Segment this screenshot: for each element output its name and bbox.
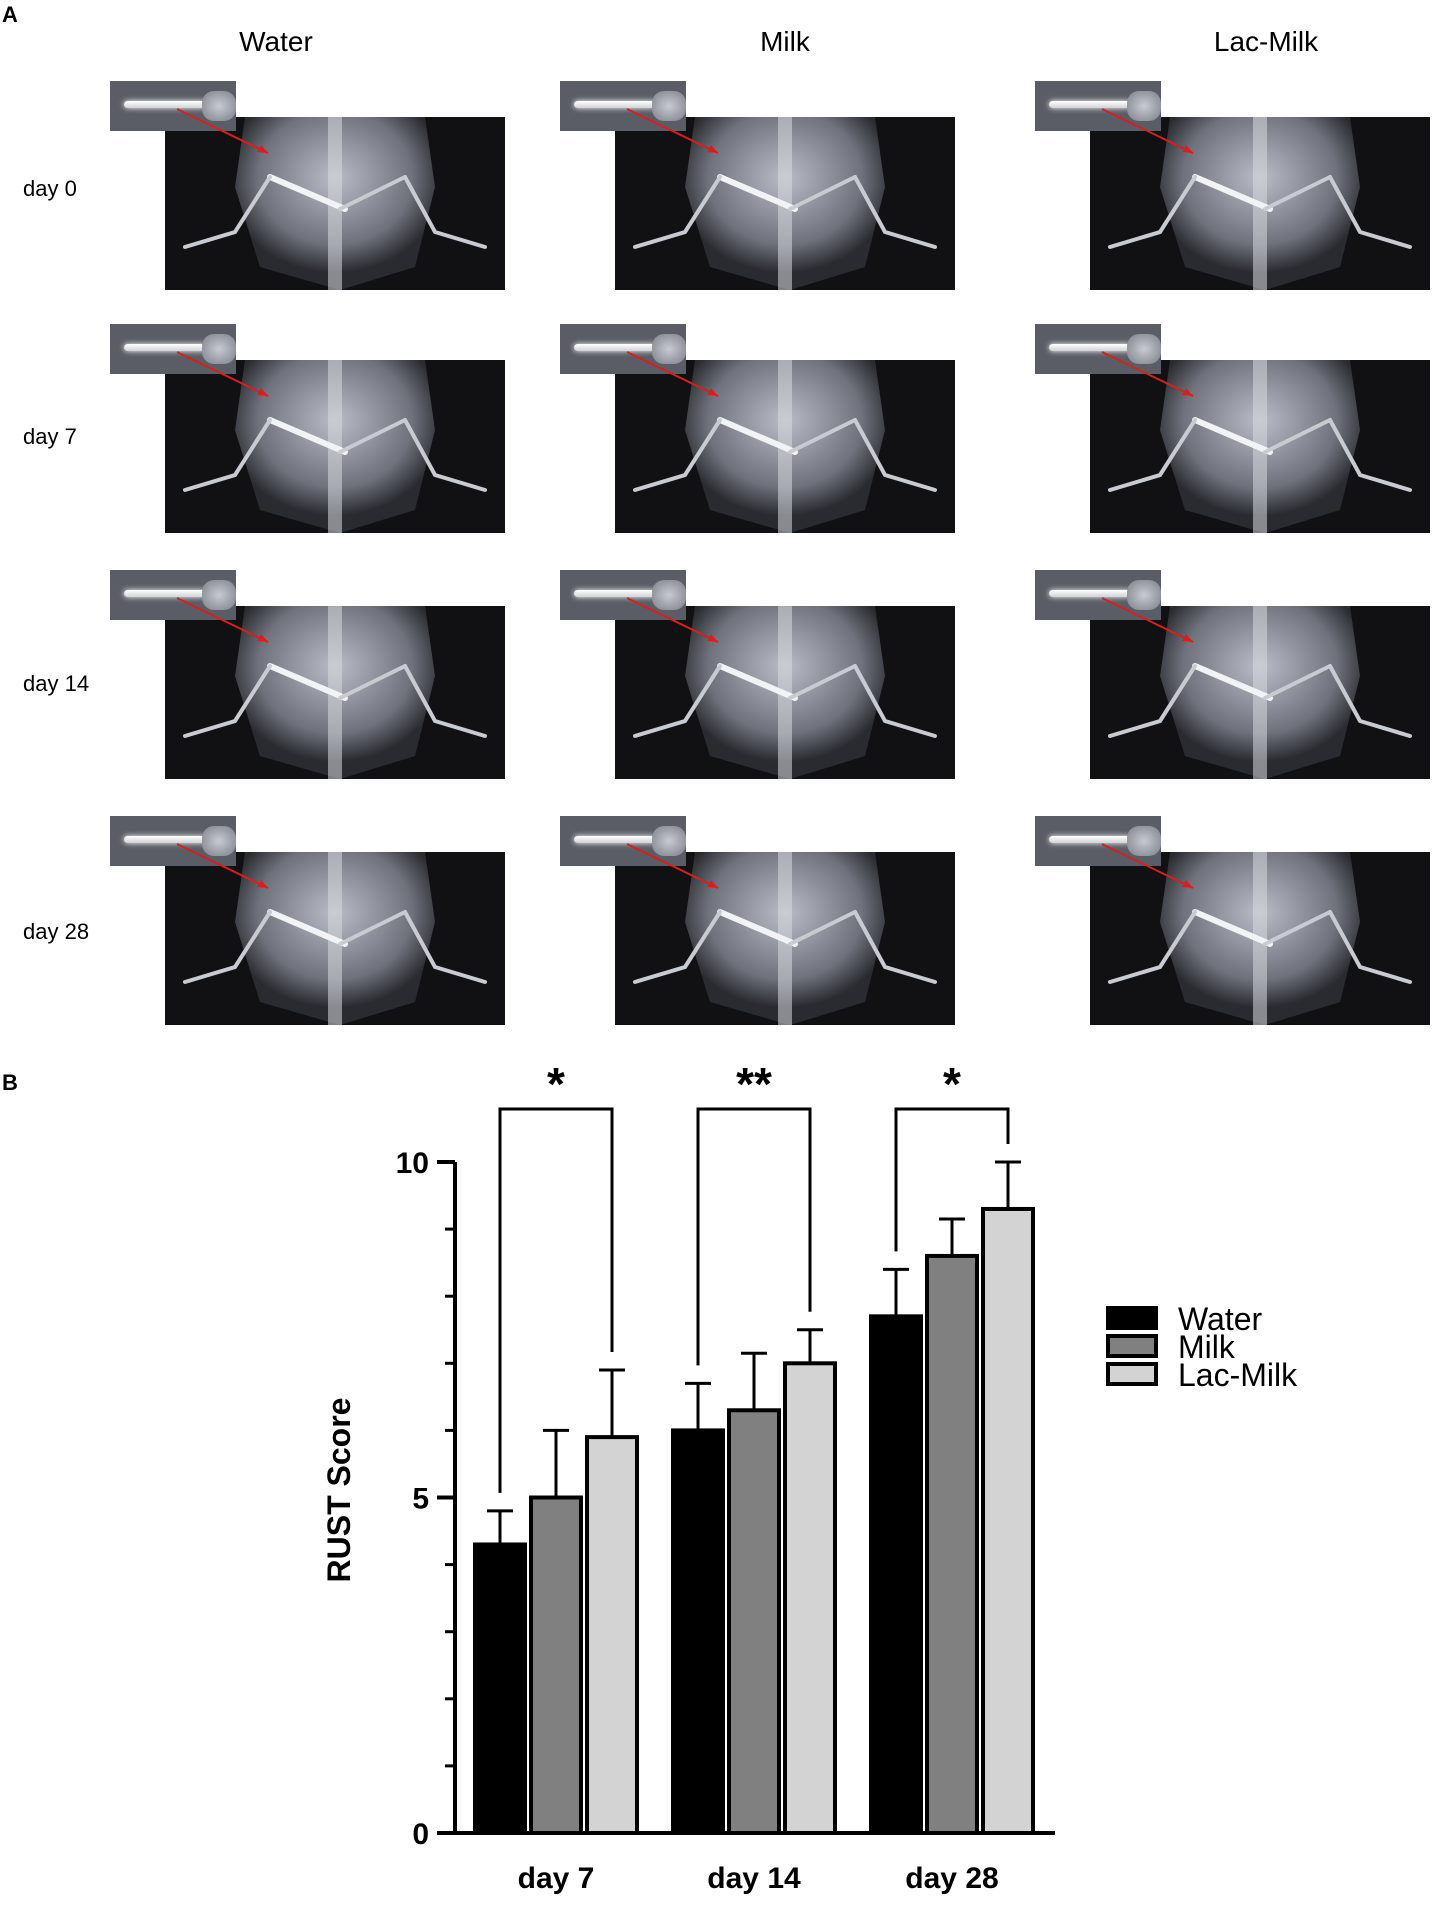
column-header-milk: Milk: [760, 26, 810, 57]
bar-lac-milk: [585, 1435, 639, 1835]
y-tick-label: 10: [396, 1147, 429, 1180]
xray-image: [615, 606, 955, 779]
xray-image: [1090, 606, 1430, 779]
xray-image: [1090, 117, 1430, 290]
legend-swatch-milk: [1106, 1334, 1158, 1358]
y-axis-label: RUST Score: [321, 1398, 357, 1583]
row-label-day-0: day 0: [23, 176, 77, 201]
xray-image: [615, 852, 955, 1025]
xray-image: [165, 606, 505, 779]
row-label-day-14: day 14: [23, 671, 90, 696]
fracture-arrow-icon: [626, 843, 719, 889]
xray-inset: [560, 570, 686, 620]
significance-bracket: [498, 1107, 614, 1493]
bar-lac-milk: [783, 1361, 837, 1836]
bar-water: [473, 1542, 527, 1835]
xray-image: [165, 852, 505, 1025]
xray-inset: [1035, 816, 1161, 866]
significance-label: *: [547, 1058, 565, 1110]
xray-image: [615, 117, 955, 290]
row-label-day-7: day 7: [23, 424, 77, 449]
xray-inset: [1035, 81, 1161, 131]
xray-image: [165, 360, 505, 533]
significance-brackets: * ** *: [498, 1058, 1010, 1493]
significance-bracket: [696, 1107, 812, 1366]
xray-image: [615, 360, 955, 533]
panel-b-label: B: [2, 1070, 18, 1095]
bar-water: [869, 1314, 923, 1835]
x-tick-label: day 7: [518, 1862, 595, 1895]
legend-swatch-lac-milk: [1106, 1362, 1158, 1386]
significance-label: *: [943, 1058, 961, 1110]
xray-image: [1090, 852, 1430, 1025]
legend-label-water: Water: [1178, 1301, 1263, 1337]
bar-milk: [727, 1408, 781, 1836]
x-tick-label: day 28: [905, 1862, 998, 1895]
xray-inset: [1035, 324, 1161, 374]
fracture-arrow-icon: [176, 108, 269, 154]
bar-water: [671, 1428, 725, 1836]
fracture-arrow-icon: [1101, 108, 1194, 154]
y-tick-label: 5: [412, 1483, 429, 1516]
fracture-arrow-icon: [176, 843, 269, 889]
chart-axes: 0 5 10 day 7 day 14 day 28: [396, 1147, 1055, 1895]
xray-inset: [560, 324, 686, 374]
xray-inset: [110, 570, 236, 620]
bar-milk: [529, 1495, 583, 1835]
fracture-arrow-icon: [626, 108, 719, 154]
panel-a-label: A: [2, 2, 18, 27]
xray-image: [165, 117, 505, 290]
fracture-arrow-icon: [626, 597, 719, 643]
bar-milk: [925, 1253, 979, 1835]
fracture-arrow-icon: [1101, 351, 1194, 397]
xray-image: [1090, 360, 1430, 533]
column-header-lac-milk: Lac-Milk: [1213, 26, 1319, 57]
chart-bars: [473, 1160, 1035, 1836]
legend-label-lac-milk: Lac-Milk: [1178, 1357, 1298, 1393]
y-tick-label: 0: [412, 1818, 429, 1851]
xray-inset: [110, 816, 236, 866]
legend-swatch-water: [1106, 1306, 1158, 1330]
xray-inset: [110, 81, 236, 131]
fracture-arrow-icon: [626, 351, 719, 397]
fracture-arrow-icon: [1101, 843, 1194, 889]
fracture-arrow-icon: [176, 597, 269, 643]
fracture-arrow-icon: [176, 351, 269, 397]
significance-label: **: [736, 1058, 772, 1110]
xray-inset: [1035, 570, 1161, 620]
row-label-day-28: day 28: [23, 919, 90, 944]
xray-inset: [110, 324, 236, 374]
bar-lac-milk: [981, 1206, 1035, 1835]
column-header-water: Water: [239, 26, 313, 57]
xray-inset: [560, 816, 686, 866]
x-tick-label: day 14: [707, 1862, 801, 1895]
legend-label-milk: Milk: [1178, 1329, 1236, 1365]
xray-inset: [560, 81, 686, 131]
fracture-arrow-icon: [1101, 597, 1194, 643]
significance-bracket: [894, 1107, 1010, 1252]
